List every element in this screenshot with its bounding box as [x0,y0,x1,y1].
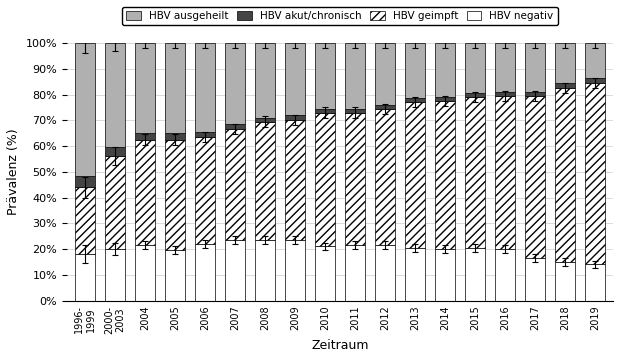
Bar [585,43,604,78]
Bar [495,96,515,249]
Bar [435,97,454,101]
X-axis label: Zeitraum: Zeitraum [311,339,369,352]
Bar [165,250,185,300]
Bar [165,133,185,140]
Bar [495,249,515,300]
Bar [105,249,125,300]
Bar [585,78,604,83]
Bar [465,248,485,300]
Bar [375,245,395,300]
Bar [255,122,275,240]
Bar [525,43,545,92]
Bar [315,43,335,109]
Bar [135,245,154,300]
Bar [345,245,365,300]
Bar [195,132,215,137]
Bar [195,137,215,244]
Bar [345,113,365,245]
Bar [255,240,275,300]
Bar [225,124,245,129]
Bar [165,43,185,133]
Bar [495,92,515,96]
Bar [556,88,575,262]
Bar [315,109,335,113]
Bar [405,43,425,98]
Bar [435,43,454,97]
Bar [525,96,545,258]
Bar [405,102,425,248]
Bar [375,109,395,245]
Bar [525,258,545,300]
Bar [105,43,125,147]
Bar [225,129,245,240]
Y-axis label: Prävalenz (%): Prävalenz (%) [7,129,20,215]
Bar [135,43,154,133]
Bar [75,43,95,176]
Bar [525,92,545,96]
Bar [435,101,454,249]
Bar [556,43,575,83]
Bar [285,240,304,300]
Bar [135,140,154,245]
Bar [375,105,395,109]
Bar [285,43,304,115]
Bar [465,43,485,93]
Bar [105,157,125,249]
Bar [435,249,454,300]
Bar [585,83,604,265]
Bar [105,147,125,157]
Bar [556,83,575,88]
Bar [345,43,365,109]
Bar [285,115,304,120]
Bar [255,118,275,122]
Bar [465,97,485,248]
Bar [75,254,95,300]
Bar [465,93,485,97]
Bar [345,109,365,113]
Bar [195,244,215,300]
Bar [405,248,425,300]
Bar [165,140,185,250]
Bar [405,98,425,102]
Bar [495,43,515,92]
Legend: HBV ausgeheilt, HBV akut/chronisch, HBV geimpft, HBV negativ: HBV ausgeheilt, HBV akut/chronisch, HBV … [122,7,558,25]
Bar [225,240,245,300]
Bar [75,176,95,187]
Bar [556,262,575,300]
Bar [255,43,275,118]
Bar [135,133,154,140]
Bar [75,187,95,254]
Bar [285,120,304,240]
Bar [375,43,395,105]
Bar [585,265,604,300]
Bar [225,43,245,124]
Bar [315,113,335,246]
Bar [195,43,215,132]
Bar [315,246,335,300]
